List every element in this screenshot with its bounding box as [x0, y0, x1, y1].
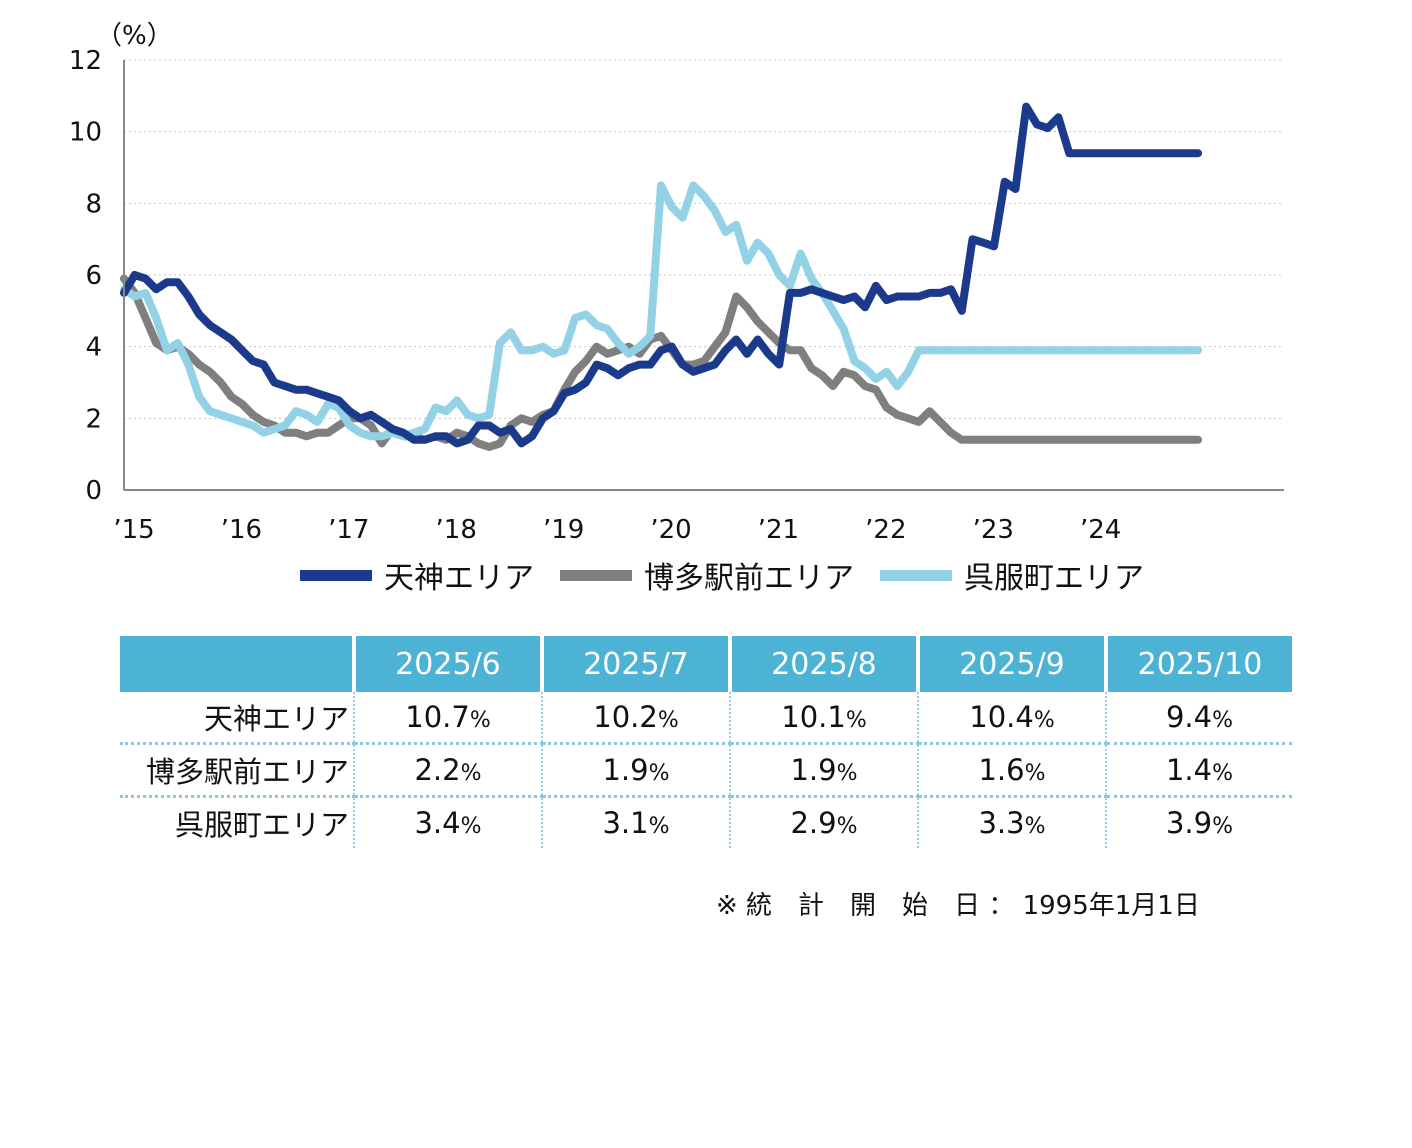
series-line-1 [120, 274, 1203, 451]
table-cell: 9.4% [1105, 692, 1292, 745]
x-tick-label: ’24 [1080, 515, 1121, 545]
table-header-row: 2025/6 2025/7 2025/8 2025/9 2025/10 [120, 636, 1292, 692]
y-tick-label: 6 [85, 261, 102, 291]
table-header-cell: 2025/6 [352, 636, 542, 692]
x-axis-ticks: ’15 ’16 ’17 ’18 ’19 ’20 ’21 ’22 ’23 ’24 [113, 515, 1121, 545]
x-tick-label: ’23 [973, 515, 1014, 545]
series-line-2 [120, 181, 1203, 441]
table-row: 呉服町エリア 3.4% 3.1% 2.9% 3.3% 3.9% [120, 796, 1292, 848]
table-header-cell: 2025/9 [916, 636, 1106, 692]
row-label-gofukumachi: 呉服町エリア [174, 808, 349, 842]
legend-swatch-hakata [560, 569, 632, 581]
y-tick-label: 8 [85, 189, 102, 219]
vacancy-rate-table: 2025/6 2025/7 2025/8 2025/9 2025/10 天神エリ… [120, 636, 1292, 848]
statistics-start-date-note: ※ 統 計 開 始 日 ： 1995年1月1日 [716, 891, 1200, 921]
table-cell: 1.9% [729, 743, 918, 798]
table-cell: 10.2% [541, 692, 730, 745]
legend-item-hakata: 博多駅前エリア [560, 553, 854, 597]
legend-item-gofukumachi: 呉服町エリア [880, 553, 1144, 597]
table-cell: 2.2% [353, 743, 542, 798]
legend-swatch-tenjin [300, 569, 372, 581]
table-row: 博多駅前エリア 2.2% 1.9% 1.9% 1.6% 1.4% [120, 743, 1292, 798]
legend-label-hakata: 博多駅前エリア [644, 561, 854, 596]
table-cell: 3.9% [1105, 796, 1292, 848]
y-tick-label: 0 [85, 476, 102, 506]
row-label-tenjin: 天神エリア [120, 692, 354, 745]
table-header-cell: 2025/7 [540, 636, 730, 692]
chart-legend: 天神エリア 博多駅前エリア 呉服町エリア [300, 553, 1170, 597]
legend-label-tenjin: 天神エリア [384, 561, 534, 596]
x-tick-label: ’19 [543, 515, 584, 545]
y-tick-label: 2 [85, 404, 102, 434]
table-header-cell: 2025/10 [1104, 636, 1292, 692]
table-cell: 3.3% [917, 796, 1106, 848]
y-tick-label: 12 [69, 46, 102, 76]
table-cell: 3.4% [353, 796, 542, 848]
y-tick-label: 10 [69, 118, 102, 148]
table-cell: 1.9% [541, 743, 730, 798]
table-cell: 10.1% [729, 692, 918, 745]
x-tick-label: ’20 [650, 515, 691, 545]
table-cell: 10.7% [353, 692, 542, 745]
table-cell: 1.6% [917, 743, 1106, 798]
table-header-cell: 2025/8 [728, 636, 918, 692]
x-tick-label: ’17 [328, 515, 369, 545]
x-tick-label: ’18 [436, 515, 477, 545]
vacancy-rate-line-chart: （%） 0 2 4 6 8 10 12 ’15 ’16 ’17 ’18 ’19 ’20 ’21 ’22 ’2… [69, 21, 1284, 545]
series-line-0 [120, 102, 1203, 448]
x-tick-label: ’22 [865, 515, 906, 545]
table-cell: 3.1% [541, 796, 730, 848]
table-cell: 1.4% [1105, 743, 1292, 798]
y-axis-ticks: 0 2 4 6 8 10 12 [69, 46, 102, 506]
table-cell: 2.9% [729, 796, 918, 848]
legend-swatch-gofukumachi [880, 569, 952, 581]
legend-label-gofukumachi: 呉服町エリア [964, 561, 1144, 596]
x-tick-label: ’16 [221, 515, 262, 545]
table-row: 天神エリア 10.7% 10.2% 10.1% 10.4% 9.4% [120, 692, 1292, 745]
table-header-blank [120, 636, 354, 692]
y-tick-label: 4 [85, 333, 102, 363]
x-tick-label: ’21 [758, 515, 799, 545]
x-tick-label: ’15 [113, 515, 154, 545]
row-label-hakata: 博多駅前エリア [120, 743, 354, 798]
table-cell: 10.4% [917, 692, 1106, 745]
series-lines [120, 102, 1203, 451]
y-axis-unit-label: （%） [96, 21, 173, 51]
legend-item-tenjin: 天神エリア [300, 553, 534, 597]
